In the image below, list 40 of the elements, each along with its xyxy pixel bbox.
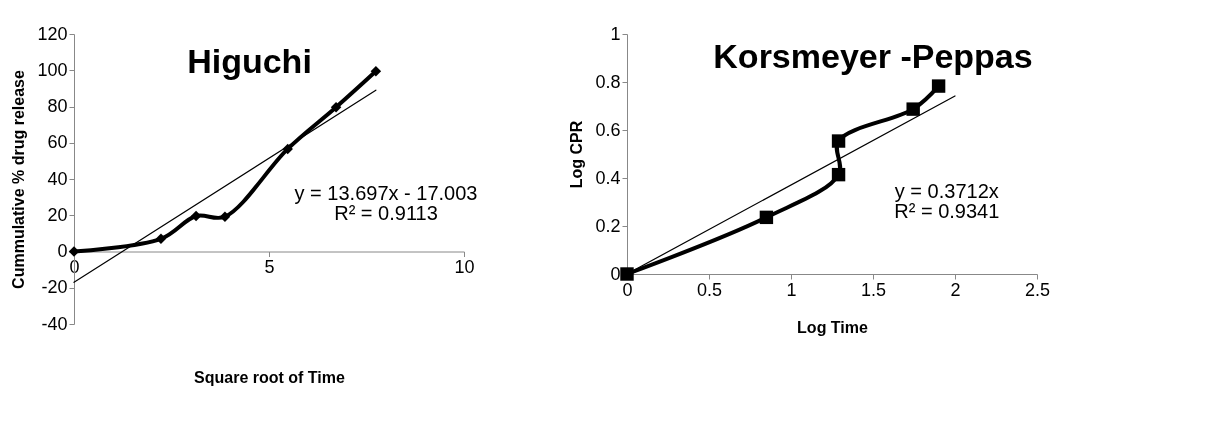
point xyxy=(190,210,202,222)
x-tick-label: 1 xyxy=(786,279,797,300)
y-tick-label: 100 xyxy=(37,59,68,80)
chart-title: Higuchi xyxy=(187,42,312,80)
y-tick-label: 0.2 xyxy=(595,215,621,236)
y-tick-label: 0 xyxy=(57,241,68,261)
y-tick-label: 0.8 xyxy=(595,71,621,92)
point xyxy=(759,210,774,225)
y-tick-label: 60 xyxy=(47,132,68,153)
x-tick-label: 0.5 xyxy=(696,279,723,300)
x-tick-label: 2 xyxy=(950,279,961,300)
x-tick-label: 1.5 xyxy=(860,279,887,300)
x-axis-title: Square root of Time xyxy=(194,368,346,386)
y-tick-label: 20 xyxy=(47,204,68,225)
point xyxy=(906,102,920,116)
y-tick-label: 1 xyxy=(610,23,621,44)
annotation: y = 13.697x - 17.003 xyxy=(294,181,478,204)
y-tick-label: 0.6 xyxy=(595,119,621,140)
y-tick-label: 120 xyxy=(37,23,68,44)
y-tick-label: -20 xyxy=(41,277,68,298)
y-tick-label: 80 xyxy=(47,96,68,116)
point xyxy=(831,134,846,148)
y-axis-title: Cummulative % drug release xyxy=(10,70,28,289)
point xyxy=(931,79,946,93)
y-tick-label: 40 xyxy=(47,168,68,189)
point xyxy=(370,66,382,77)
point xyxy=(620,267,634,281)
chart-title: Korsmeyer -Peppas xyxy=(713,37,1033,75)
point xyxy=(330,101,342,113)
y-axis-title: Log CPR xyxy=(568,120,586,189)
point xyxy=(219,211,231,222)
y-tick-label: -40 xyxy=(41,313,68,334)
y-tick-label: 0.4 xyxy=(595,167,621,188)
annotation: R² = 0.9113 xyxy=(334,201,438,224)
x-axis-title: Log Time xyxy=(797,318,869,336)
point xyxy=(155,233,167,245)
x-tick-label: 10 xyxy=(454,257,475,277)
x-tick-label: 2.5 xyxy=(1024,279,1051,300)
point xyxy=(831,167,846,182)
x-tick-label: 5 xyxy=(264,257,275,277)
